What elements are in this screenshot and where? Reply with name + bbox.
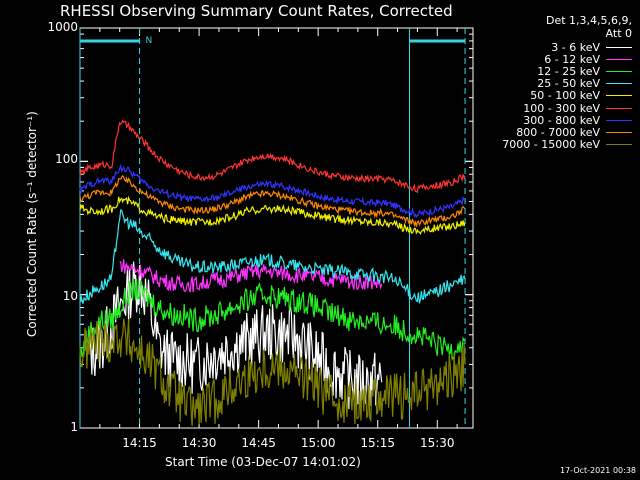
legend-entry: 6 - 12 keV [502, 52, 632, 66]
legend-entry: 12 - 25 keV [502, 64, 632, 78]
legend-entry: 50 - 100 keV [502, 89, 632, 103]
timestamp: 17-Oct-2021 00:38 [560, 466, 636, 475]
x-tick-label: 14:45 [241, 436, 276, 450]
series-line-8 [79, 318, 466, 426]
y-tick-1000: 1000 [47, 20, 78, 34]
legend-swatch [606, 95, 632, 97]
legend-header: Det 1,3,4,5,6,9, Att 0 [546, 14, 632, 40]
x-tick-label: 14:30 [181, 436, 217, 450]
legend-swatch [606, 119, 632, 121]
y-tick-10: 10 [62, 289, 78, 303]
y-axis-label: Corrected Count Rate (s⁻¹ detector⁻¹) [25, 111, 39, 337]
legend-label: 800 - 7000 keV [516, 125, 600, 139]
legend-swatch [606, 46, 632, 48]
legend-entry: 800 - 7000 keV [502, 125, 632, 139]
legend-swatch [606, 58, 632, 60]
legend-header-line-1: Det 1,3,4,5,6,9, [545, 14, 632, 27]
legend-swatch [606, 131, 632, 133]
legend-swatch [606, 70, 632, 72]
x-tick-label: 15:15 [360, 436, 396, 450]
x-tick-label: 15:30 [419, 436, 455, 450]
night-marker: N [145, 36, 153, 46]
series-line-2 [79, 278, 466, 362]
legend-swatch [606, 107, 632, 109]
legend-swatch [606, 83, 632, 85]
legend-entry: 25 - 50 keV [502, 77, 632, 91]
legend-header-line-2: Att 0 [605, 27, 632, 40]
series-line-5 [79, 119, 466, 194]
legend-entry: 3 - 6 keV [502, 40, 632, 54]
series-line-0 [87, 261, 383, 410]
legend-entry: 7000 - 15000 keV [502, 138, 632, 152]
series-line-1 [119, 259, 383, 293]
legend-label: 100 - 300 keV [523, 101, 600, 115]
series-line-3 [79, 209, 466, 304]
series-line-6 [79, 163, 466, 219]
legend-label: 25 - 50 keV [537, 77, 600, 91]
legend-label: 6 - 12 keV [544, 52, 600, 66]
legend-label: 300 - 800 keV [523, 113, 600, 127]
chart-title: RHESSI Observing Summary Count Rates, Co… [60, 2, 453, 20]
y-tick-1: 1 [70, 420, 78, 434]
legend-swatch [606, 144, 632, 146]
legend: 3 - 6 keV 6 - 12 keV 12 - 25 keV 25 - 50 ke… [502, 41, 632, 151]
legend-label: 12 - 25 keV [537, 64, 600, 78]
legend-entry: 300 - 800 keV [502, 113, 632, 127]
legend-entry: 100 - 300 keV [502, 101, 632, 115]
series-line-4 [79, 195, 466, 236]
x-tick-label: 15:00 [300, 436, 336, 450]
x-axis-label: Start Time (03-Dec-07 14:01:02) [165, 455, 361, 469]
legend-label: 3 - 6 keV [551, 40, 600, 54]
series-line-7 [79, 174, 466, 227]
y-tick-100: 100 [55, 152, 78, 166]
legend-label: 50 - 100 keV [530, 89, 600, 103]
legend-label: 7000 - 15000 keV [502, 138, 600, 152]
x-tick-label: 14:15 [122, 436, 157, 450]
